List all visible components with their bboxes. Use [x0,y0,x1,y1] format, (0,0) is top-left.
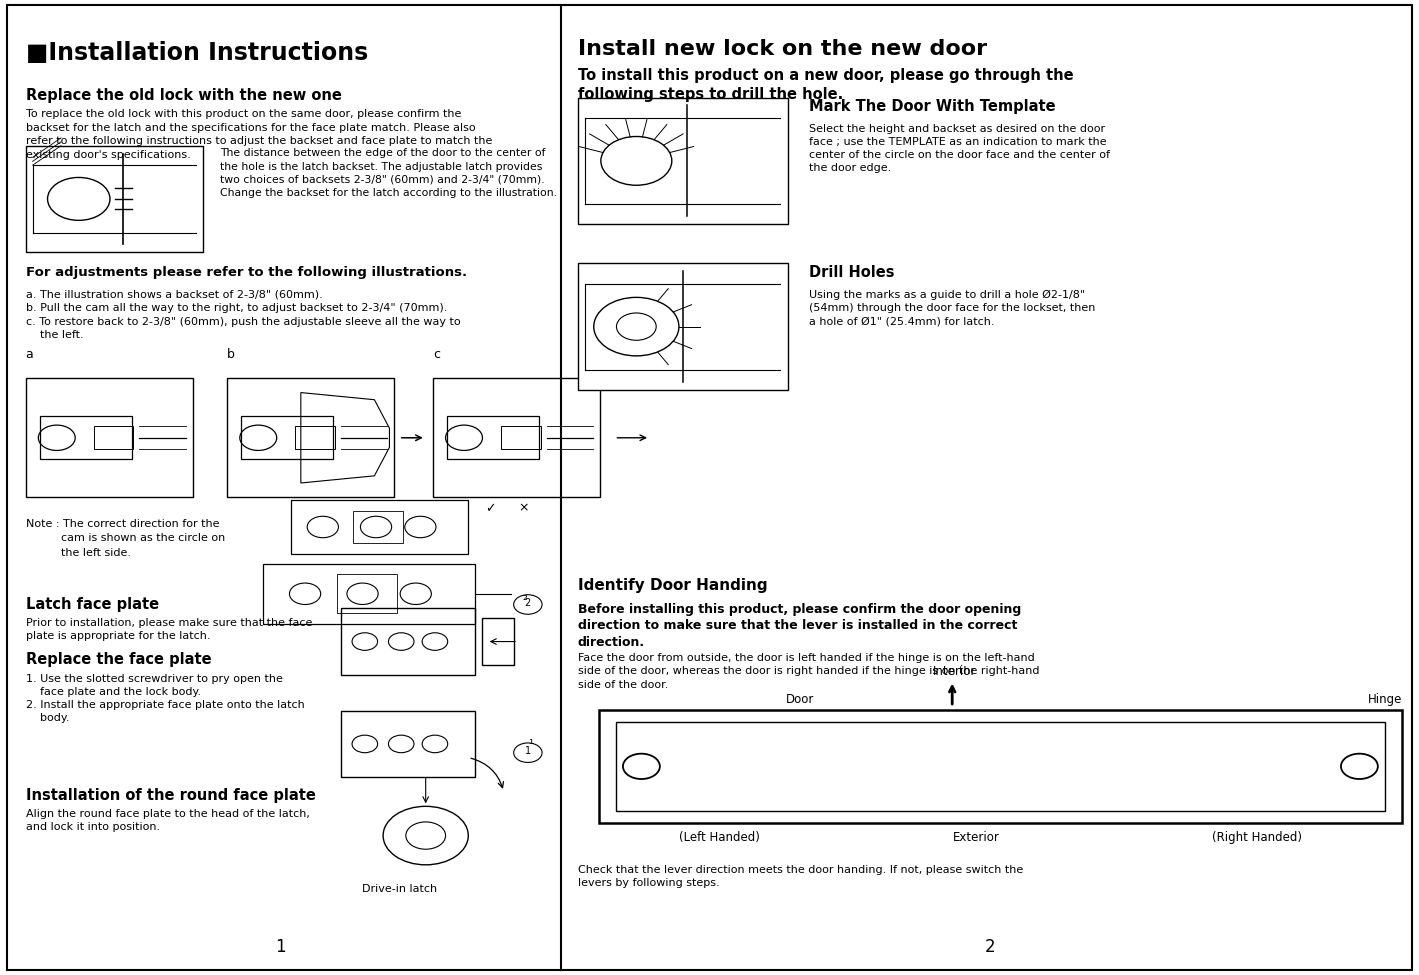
Bar [341,608,475,675]
Text: Prior to installation, please make sure that the face
plate is appropriate for t: Prior to installation, please make sure … [26,618,312,642]
Text: Drill Holes: Drill Holes [809,265,894,280]
Text: Note : The correct direction for the
          cam is shown as the circle on
   : Note : The correct direction for the cam… [26,519,224,558]
Text: ■Installation Instructions: ■Installation Instructions [26,41,368,65]
Text: For adjustments please refer to the following illustrations.: For adjustments please refer to the foll… [26,266,467,279]
Bar [40,416,132,459]
Text: Door: Door [786,693,813,706]
Bar [26,146,203,252]
Bar [447,416,539,459]
Text: Install new lock on the new door: Install new lock on the new door [578,39,986,59]
Text: Replace the old lock with the new one: Replace the old lock with the new one [26,88,342,102]
Text: Interior: Interior [934,665,976,678]
Bar [263,564,475,624]
Bar [599,710,1402,823]
Text: 2: 2 [525,598,531,607]
Text: ¹: ¹ [528,738,534,751]
Bar [295,426,335,449]
Text: To install this product on a new door, please go through the
following steps to : To install this product on a new door, p… [578,68,1073,102]
Text: Latch face plate: Latch face plate [26,597,159,611]
Text: ×: × [518,502,528,515]
Text: Before installing this product, please confirm the door opening
direction to mak: Before installing this product, please c… [578,603,1020,648]
Text: b: b [227,348,236,361]
Text: ²: ² [522,595,528,607]
Text: Replace the face plate: Replace the face plate [26,652,211,667]
Text: Align the round face plate to the head of the latch,
and lock it into position.: Align the round face plate to the head o… [26,809,309,833]
Text: Installation of the round face plate: Installation of the round face plate [26,788,315,802]
Bar [341,711,475,777]
Text: Hinge: Hinge [1368,693,1402,706]
Text: Exterior: Exterior [954,831,1000,843]
Bar [578,98,788,224]
Text: ✓: ✓ [485,502,495,515]
Bar [291,500,468,554]
Bar [26,378,193,497]
Text: 1: 1 [525,746,531,756]
Bar [482,618,514,665]
Text: a. The illustration shows a backset of 2-3/8" (60mm).
b. Pull the cam all the wa: a. The illustration shows a backset of 2… [26,290,460,340]
Text: Select the height and backset as desired on the door
face ; use the TEMPLATE as : Select the height and backset as desired… [809,124,1110,174]
Bar [353,511,403,543]
Bar [241,416,333,459]
Text: a: a [26,348,33,361]
Text: 2: 2 [985,938,995,956]
Text: To replace the old lock with this product on the same door, please confirm the
b: To replace the old lock with this produc… [26,109,492,160]
Text: Face the door from outside, the door is left handed if the hinge is on the left-: Face the door from outside, the door is … [578,653,1039,689]
Text: Mark The Door With Template: Mark The Door With Template [809,99,1056,114]
Text: (Right Handed): (Right Handed) [1212,831,1303,843]
Text: Check that the lever direction meets the door handing. If not, please switch the: Check that the lever direction meets the… [578,865,1023,888]
Text: The distance between the edge of the door to the center of
the hole is the latch: The distance between the edge of the doo… [220,148,556,198]
Bar [433,378,600,497]
Text: Identify Door Handing: Identify Door Handing [578,578,768,593]
Bar [94,426,133,449]
Bar [501,426,541,449]
Text: 1. Use the slotted screwdriver to pry open the
    face plate and the lock body.: 1. Use the slotted screwdriver to pry op… [26,674,304,723]
Bar [578,263,788,390]
Text: Using the marks as a guide to drill a hole Ø2-1/8"
(54mm) through the door face : Using the marks as a guide to drill a ho… [809,290,1095,327]
Bar [616,722,1385,811]
Bar [227,378,394,497]
Text: Drive-in latch: Drive-in latch [362,884,437,894]
Text: (Left Handed): (Left Handed) [678,831,759,843]
Text: c: c [433,348,440,361]
Bar [336,574,396,613]
Text: 1: 1 [275,938,285,956]
